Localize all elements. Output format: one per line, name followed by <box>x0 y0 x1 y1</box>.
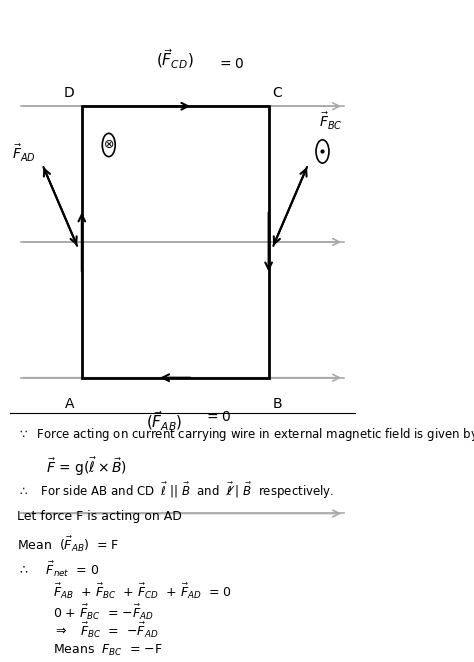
Text: $\Rightarrow$   $\vec{F}_{BC}$  =  $-\vec{F}_{AD}$: $\Rightarrow$ $\vec{F}_{BC}$ = $-\vec{F}… <box>53 621 159 640</box>
Text: $= 0$: $= 0$ <box>204 410 231 424</box>
Text: $= 0$: $= 0$ <box>217 57 243 71</box>
Text: $(\vec{F}_{AB})$: $(\vec{F}_{AB})$ <box>146 410 182 434</box>
Text: C: C <box>272 86 282 100</box>
Text: A: A <box>65 397 74 411</box>
Bar <box>82 106 269 378</box>
Text: B: B <box>272 397 282 411</box>
Text: Means  $F_{BC}$  = $-$F: Means $F_{BC}$ = $-$F <box>53 643 163 658</box>
Text: $\otimes$: $\otimes$ <box>103 138 114 152</box>
Text: 0 + $\vec{F}_{BC}$  = $-\vec{F}_{AD}$: 0 + $\vec{F}_{BC}$ = $-\vec{F}_{AD}$ <box>53 602 154 622</box>
Text: $\because$  Force acting on current carrying wire in external magnetic field is : $\because$ Force acting on current carry… <box>17 426 474 443</box>
Text: $\vec{F}_{AD}$: $\vec{F}_{AD}$ <box>12 144 36 164</box>
Text: Mean  $(\vec{F}_{AB})$  = F: Mean $(\vec{F}_{AB})$ = F <box>17 534 119 553</box>
Text: $\therefore$    $\vec{F}_{net}$  = 0: $\therefore$ $\vec{F}_{net}$ = 0 <box>17 560 100 579</box>
Text: $\therefore$   For side AB and CD  $\vec{\ell}$ || $\vec{B}$  and  $\vec{\ell}$ : $\therefore$ For side AB and CD $\vec{\e… <box>17 481 334 501</box>
Text: Let force F is acting on AD: Let force F is acting on AD <box>17 510 182 523</box>
Text: $\vec{F}_{AB}$  + $\vec{F}_{BC}$  + $\vec{F}_{CD}$  + $\vec{F}_{AD}$  = 0: $\vec{F}_{AB}$ + $\vec{F}_{BC}$ + $\vec{… <box>53 581 232 600</box>
Text: $\vec{F}$ = g$(\vec{\ell} \times \vec{B})$: $\vec{F}$ = g$(\vec{\ell} \times \vec{B}… <box>46 455 127 478</box>
Text: $(\vec{F}_{CD})$: $(\vec{F}_{CD})$ <box>156 47 194 71</box>
Text: D: D <box>64 86 74 100</box>
Text: $\vec{F}_{BC}$: $\vec{F}_{BC}$ <box>319 111 343 132</box>
